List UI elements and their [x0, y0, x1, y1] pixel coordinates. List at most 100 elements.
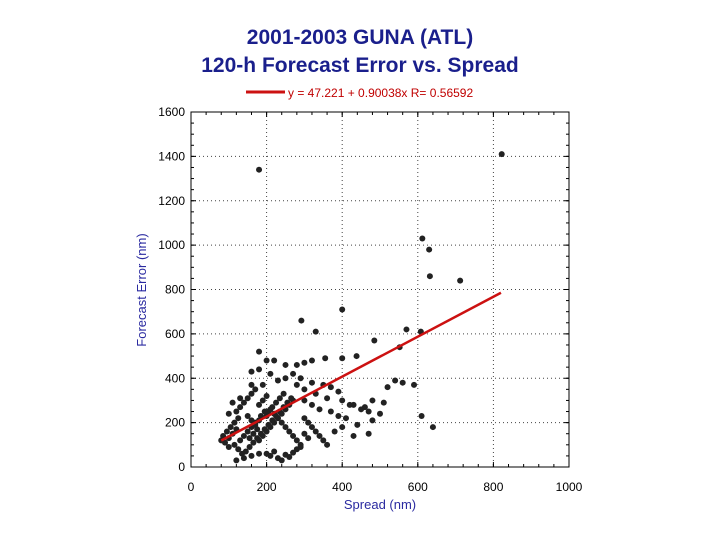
scatter-point: [254, 435, 261, 442]
scatter-point: [308, 379, 315, 386]
scatter-point: [339, 397, 346, 404]
scatter-point: [233, 408, 240, 415]
scatter-point: [286, 454, 293, 461]
scatter-point: [256, 450, 263, 457]
scatter-point: [278, 419, 285, 426]
scatter-point: [350, 432, 357, 439]
scatter-point: [271, 448, 278, 455]
scatter-point: [240, 455, 247, 462]
scatter-point: [429, 424, 436, 431]
scatter-point: [267, 370, 274, 377]
scatter-point: [369, 417, 376, 424]
scatter-point: [365, 430, 372, 437]
scatter-point: [250, 430, 257, 437]
chart-title-line2: 120-h Forecast Error vs. Spread: [201, 54, 519, 77]
scatter-point: [252, 386, 259, 393]
scatter-point: [256, 348, 263, 355]
scatter-point: [244, 428, 251, 435]
scatter-point: [250, 439, 257, 446]
scatter-point: [280, 390, 287, 397]
x-tick-label: 0: [188, 480, 195, 494]
scatter-point: [235, 446, 242, 453]
scatter-point: [246, 435, 253, 442]
scatter-point: [399, 379, 406, 386]
scatter-point: [354, 421, 361, 428]
y-tick-label: 200: [165, 416, 185, 430]
scatter-point: [235, 415, 242, 422]
scatter-point: [312, 328, 319, 335]
scatter-point: [286, 428, 293, 435]
axis-ticks: 0 200 400 600 800 1000 0 200 400 600 800 1000 1200 14…: [158, 105, 582, 494]
scatter-point: [256, 366, 263, 373]
x-tick-label: 400: [332, 480, 352, 494]
scatter-point: [498, 151, 505, 158]
scatter-point: [233, 457, 240, 464]
scatter-point: [288, 395, 295, 402]
scatter-point: [271, 357, 278, 364]
y-tick-label: 1600: [158, 105, 185, 119]
scatter-point: [248, 390, 255, 397]
scatter-point: [231, 419, 238, 426]
scatter-point: [327, 384, 334, 391]
scatter-point: [293, 437, 300, 444]
scatter-point: [244, 395, 251, 402]
scatter-point: [269, 404, 276, 411]
scatter-point: [297, 375, 304, 382]
scatter-point: [259, 381, 266, 388]
data-points: [218, 151, 505, 464]
scatter-point: [273, 399, 280, 406]
scatter-point: [282, 375, 289, 382]
y-tick-label: 400: [165, 371, 185, 385]
scatter-point: [392, 377, 399, 384]
scatter-point: [305, 419, 312, 426]
scatter-point: [293, 446, 300, 453]
scatter-point: [377, 410, 383, 417]
scatter-point: [257, 430, 264, 437]
scatter-point: [308, 357, 315, 364]
x-tick-label: 1000: [556, 480, 583, 494]
scatter-point: [411, 381, 418, 388]
scatter-point: [308, 424, 315, 431]
legend-label: y = 47.221 + 0.90038x R= 0.56592: [288, 86, 473, 100]
scatter-point: [263, 393, 270, 399]
regression-line: [220, 291, 502, 442]
scatter-point: [339, 424, 346, 431]
scatter-point: [229, 399, 236, 406]
scatter-point: [263, 357, 270, 364]
scatter-point: [316, 432, 323, 439]
scatter-point: [225, 444, 232, 451]
scatter-point: [371, 337, 378, 344]
scatter-point: [282, 424, 289, 431]
y-tick-label: 800: [165, 283, 185, 297]
y-axis-title: Forecast Error (nm): [134, 233, 149, 346]
scatter-point: [290, 370, 297, 377]
scatter-point: [403, 326, 410, 333]
scatter-point: [223, 428, 230, 435]
scatter-point: [261, 408, 268, 415]
scatter-point: [301, 430, 308, 437]
chart-title-line1: 2001-2003 GUNA (ATL): [246, 26, 474, 49]
scatter-point: [267, 452, 274, 459]
x-tick-label: 800: [483, 480, 503, 494]
scatter-point: [274, 415, 281, 422]
grid-lines: [191, 112, 569, 467]
scatter-point: [248, 417, 255, 424]
scatter-point: [246, 444, 253, 451]
scatter-point: [248, 452, 255, 459]
scatter-point: [301, 386, 308, 393]
scatter-point: [301, 359, 308, 366]
scatter-point: [312, 428, 319, 435]
scatter-point: [244, 412, 251, 419]
x-tick-label: 600: [408, 480, 428, 494]
scatter-point: [301, 397, 308, 404]
scatter-point: [293, 381, 300, 388]
scatter-point: [361, 404, 368, 411]
scatter-point: [231, 441, 238, 448]
scatter-point: [237, 404, 244, 411]
scatter-point: [384, 384, 391, 391]
scatter-point: [282, 361, 289, 368]
scatter-point: [274, 377, 281, 384]
scatter-point: [293, 361, 300, 368]
scatter-point: [365, 408, 372, 415]
